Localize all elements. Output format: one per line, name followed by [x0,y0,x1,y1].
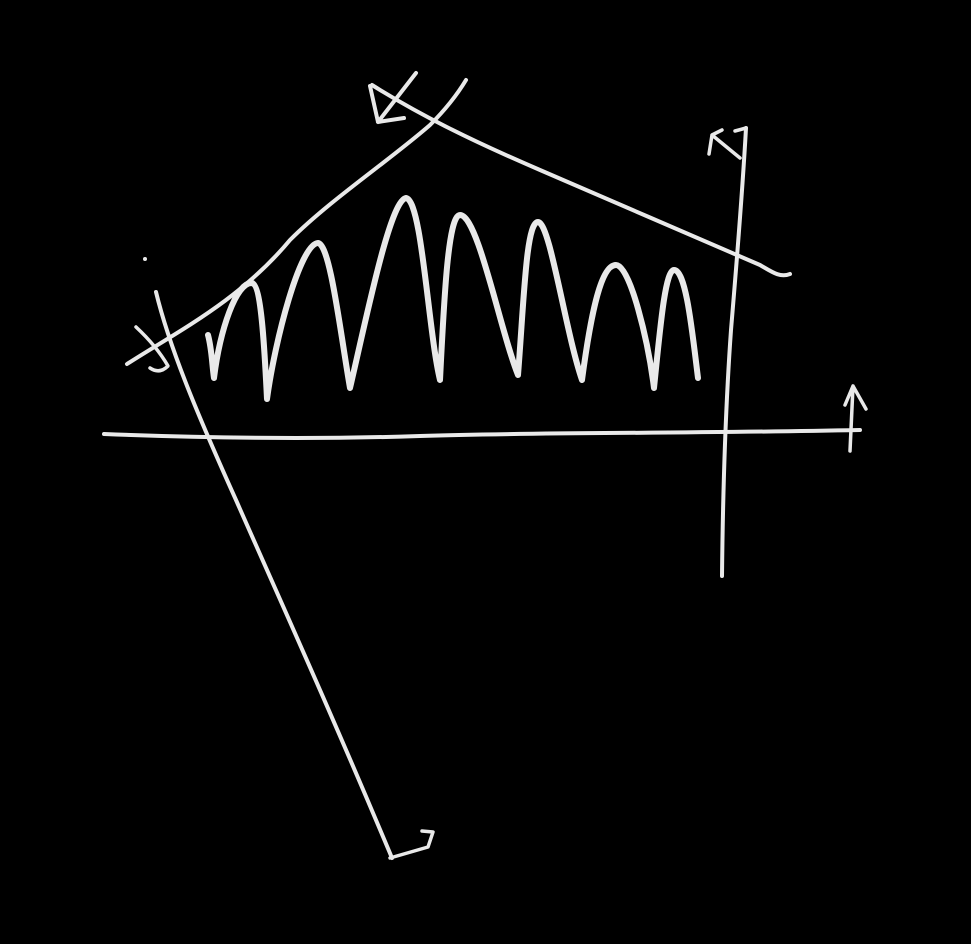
small-dot [143,257,147,261]
right-vertical-line [720,126,748,578]
left-slanted-line [154,290,394,860]
upper-right-diagonal-line [370,83,792,278]
horizontal-axis-arrowhead [843,384,868,453]
left-slanted-line-end-hook [388,829,435,860]
top-arrowhead [368,71,418,124]
right-vertical-line-arrowhead [707,126,748,160]
upper-left-line-cross-mark [134,325,170,373]
upper-left-diagonal-line [125,78,468,366]
oscillating-wave [205,195,701,402]
horizontal-axis-line [102,428,862,440]
